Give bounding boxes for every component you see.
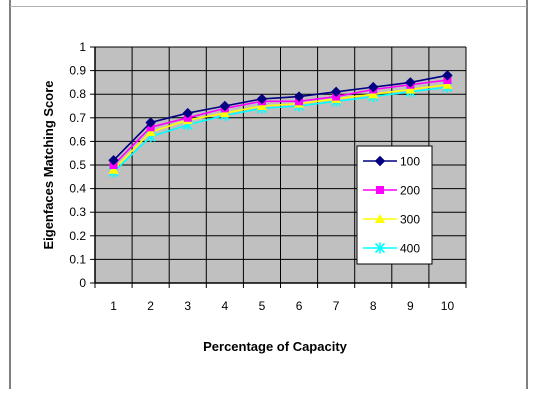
series-line-400 <box>112 86 448 173</box>
legend-marker <box>375 214 385 223</box>
y-tick-label: 0.7 <box>69 111 86 125</box>
legend-label: 400 <box>400 242 420 256</box>
series-line-200 <box>112 79 448 166</box>
y-tick-label: 0.6 <box>69 134 86 148</box>
y-tick-label: 0.9 <box>69 64 86 78</box>
data-point-300 <box>405 84 416 94</box>
data-point-100 <box>256 93 268 105</box>
x-tick-label: 2 <box>147 299 154 313</box>
data-point-100 <box>368 81 379 93</box>
data-point-100 <box>293 91 305 102</box>
legend-entry-300: 300 <box>363 213 420 227</box>
x-tick-label: 10 <box>441 299 455 313</box>
data-point-100 <box>330 86 342 98</box>
y-tick-label: 0.5 <box>69 158 86 172</box>
x-tick-label: 5 <box>259 299 266 313</box>
x-tick-label: 6 <box>296 299 303 313</box>
x-tick-label: 7 <box>333 299 340 313</box>
legend-marker <box>374 155 386 167</box>
x-axis-label: Percentage of Capacity <box>203 339 348 354</box>
series-100 <box>108 70 453 166</box>
data-point-300 <box>368 89 379 99</box>
y-axis-label: Eigenfaces Matching Score <box>41 80 56 249</box>
y-tick-label: 0.2 <box>69 229 86 243</box>
legend-marker <box>376 186 384 194</box>
x-tick-label: 8 <box>370 299 377 313</box>
y-tick-label: 0 <box>79 276 86 290</box>
legend: 100 200 300 400 <box>356 145 433 265</box>
series-line-300 <box>112 83 448 171</box>
legend-box <box>356 145 433 265</box>
x-tick-label: 9 <box>407 299 414 313</box>
y-tick-label: 1 <box>79 40 86 54</box>
data-point-300 <box>108 164 119 174</box>
frame-border <box>9 0 528 389</box>
data-point-100 <box>108 155 119 166</box>
data-point-300 <box>219 108 230 118</box>
y-tick-label: 0.3 <box>69 205 86 219</box>
data-point-300 <box>442 79 453 89</box>
y-tick-label: 0.4 <box>69 182 86 196</box>
x-tick-label: 3 <box>184 299 191 313</box>
legend-entry-100: 100 <box>363 155 420 169</box>
data-point-100 <box>405 77 416 88</box>
legend-label: 200 <box>400 184 420 198</box>
legend-marker <box>374 242 386 254</box>
data-point-300 <box>145 126 156 136</box>
y-tick-label: 0.1 <box>69 252 86 266</box>
data-point-100 <box>442 70 453 81</box>
legend-entry-200: 200 <box>363 184 420 198</box>
legend-entry-400: 400 <box>363 242 420 256</box>
data-point-100 <box>219 100 231 112</box>
x-tick-label: 1 <box>110 299 117 313</box>
data-point-300 <box>256 101 267 110</box>
series <box>108 70 453 178</box>
y-tick-label: 0.8 <box>69 87 86 101</box>
data-point-100 <box>145 117 156 128</box>
series-line-100 <box>112 74 448 161</box>
data-point-100 <box>182 107 193 119</box>
legend-label: 100 <box>400 155 420 169</box>
x-tick-label: 4 <box>222 299 229 313</box>
legend-label: 300 <box>400 213 420 227</box>
axes: 0 0.1 0.2 0.3 0.4 0.5 0.6 0.7 0.8 0.9 1 1 2 3 4 5 6 7 8 9 10 <box>69 40 467 313</box>
